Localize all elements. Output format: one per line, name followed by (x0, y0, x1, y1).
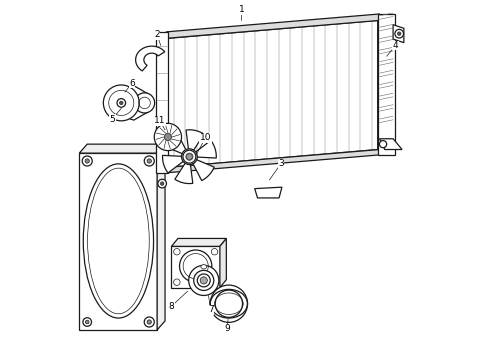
Circle shape (83, 318, 92, 326)
Circle shape (85, 320, 89, 324)
Polygon shape (379, 139, 402, 149)
Circle shape (158, 179, 167, 188)
Text: 9: 9 (224, 324, 230, 333)
Circle shape (179, 250, 212, 282)
Circle shape (147, 159, 151, 163)
Circle shape (379, 140, 387, 148)
Circle shape (144, 156, 154, 166)
Text: 4: 4 (393, 41, 398, 50)
Polygon shape (156, 32, 168, 173)
Circle shape (200, 277, 207, 284)
Circle shape (211, 279, 218, 285)
Circle shape (181, 149, 197, 165)
Polygon shape (163, 156, 184, 173)
Ellipse shape (83, 164, 153, 318)
Polygon shape (393, 25, 404, 42)
Circle shape (160, 182, 164, 185)
Circle shape (147, 320, 151, 324)
Text: 3: 3 (278, 159, 284, 168)
Text: 2: 2 (154, 30, 160, 39)
Circle shape (186, 153, 193, 160)
Circle shape (197, 274, 210, 287)
Polygon shape (193, 159, 214, 181)
Circle shape (173, 248, 180, 255)
Ellipse shape (183, 150, 196, 163)
Polygon shape (220, 238, 226, 288)
Polygon shape (157, 144, 165, 330)
Polygon shape (175, 162, 193, 184)
Circle shape (85, 159, 89, 163)
Text: 10: 10 (200, 133, 211, 142)
Circle shape (173, 279, 180, 285)
Polygon shape (168, 21, 378, 167)
Circle shape (82, 156, 92, 166)
Ellipse shape (187, 154, 192, 159)
Polygon shape (79, 144, 165, 153)
Polygon shape (166, 14, 379, 39)
Ellipse shape (201, 265, 207, 269)
Text: 8: 8 (169, 302, 174, 311)
Circle shape (397, 32, 401, 36)
Polygon shape (172, 238, 226, 246)
Text: 6: 6 (129, 79, 135, 88)
Polygon shape (109, 86, 148, 120)
Circle shape (103, 85, 139, 121)
Text: 1: 1 (239, 5, 245, 14)
Polygon shape (195, 140, 216, 158)
Circle shape (154, 123, 181, 150)
Circle shape (395, 30, 403, 38)
Polygon shape (165, 133, 187, 154)
Circle shape (117, 99, 125, 107)
Circle shape (189, 265, 219, 296)
Polygon shape (186, 130, 204, 151)
Circle shape (194, 270, 214, 291)
Circle shape (144, 317, 154, 327)
Circle shape (164, 134, 171, 140)
Ellipse shape (135, 93, 155, 113)
Circle shape (210, 285, 247, 322)
Text: 11: 11 (154, 116, 166, 125)
Polygon shape (255, 187, 282, 198)
Text: 7: 7 (208, 305, 214, 314)
Polygon shape (136, 46, 165, 71)
Circle shape (215, 290, 243, 318)
Polygon shape (79, 153, 157, 330)
Polygon shape (166, 149, 379, 173)
Text: 5: 5 (109, 114, 115, 123)
Polygon shape (172, 246, 220, 288)
Circle shape (211, 248, 218, 255)
Circle shape (120, 101, 123, 105)
Polygon shape (378, 14, 395, 155)
